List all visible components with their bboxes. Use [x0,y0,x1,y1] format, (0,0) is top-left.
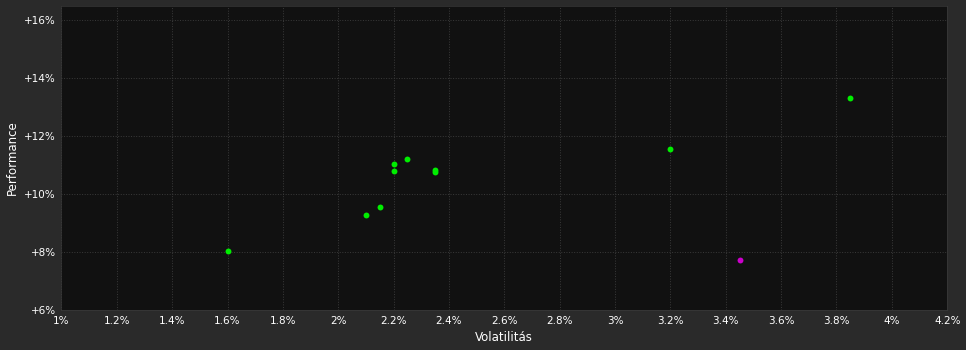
Point [358,212,374,217]
Point [220,248,236,254]
Point [372,204,387,210]
X-axis label: Volatilitás: Volatilitás [475,331,533,344]
Point [385,168,401,174]
Point [663,146,678,152]
Y-axis label: Performance: Performance [6,120,18,195]
Point [385,161,401,167]
Point [427,170,442,175]
Point [400,156,415,162]
Point [842,96,858,101]
Point [732,257,748,262]
Point [427,167,442,172]
